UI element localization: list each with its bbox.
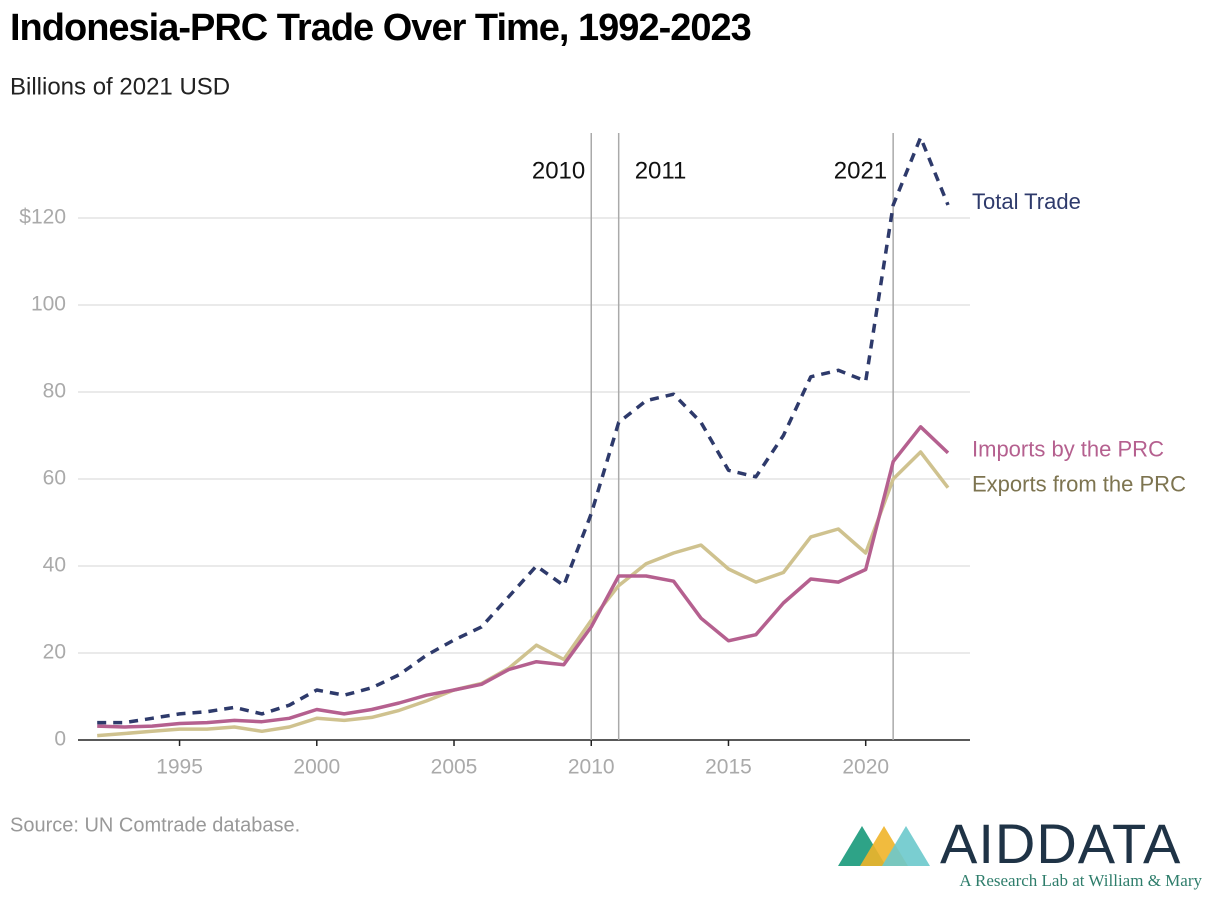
logo-tagline: A Research Lab at William & Mary <box>959 871 1202 890</box>
x-tick-label: 2005 <box>431 756 478 779</box>
reference-label: 2021 <box>834 157 887 184</box>
y-tick-label: 100 <box>31 293 66 316</box>
chart-subtitle: Billions of 2021 USD <box>10 73 230 100</box>
series-label: Exports from the PRC <box>972 472 1186 497</box>
source-note: Source: UN Comtrade database. <box>10 814 300 836</box>
y-tick-label: 20 <box>43 641 66 664</box>
y-tick-label: $120 <box>19 206 66 229</box>
y-tick-label: 60 <box>43 467 66 490</box>
chart-title: Indonesia-PRC Trade Over Time, 1992-2023 <box>10 7 751 49</box>
x-tick-label: 2010 <box>568 756 615 779</box>
logo-name: AIDDATA <box>940 812 1181 875</box>
x-tick-label: 2020 <box>842 756 889 779</box>
x-tick-label: 2000 <box>293 756 340 779</box>
y-tick-label: 0 <box>54 728 66 751</box>
series-line <box>97 450 950 738</box>
series-line <box>97 425 950 729</box>
reference-label: 2010 <box>532 157 585 184</box>
y-tick-label: 40 <box>43 554 66 577</box>
logo: AIDDATA A Research Lab at William & Mary <box>838 812 1202 890</box>
series-label: Imports by the PRC <box>972 437 1164 462</box>
logo-shape <box>882 826 930 866</box>
x-tick-label: 2015 <box>705 756 752 779</box>
reference-label: 2011 <box>635 157 687 184</box>
y-tick-label: 80 <box>43 380 66 403</box>
series-label: Total Trade <box>972 189 1081 214</box>
series-line <box>97 135 950 725</box>
x-tick-label: 1995 <box>156 756 203 779</box>
